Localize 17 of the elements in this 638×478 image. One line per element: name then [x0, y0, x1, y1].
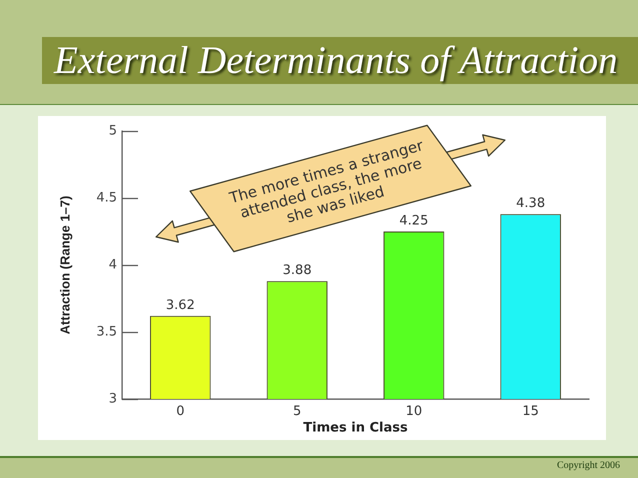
x-tick-label: 10 — [406, 404, 422, 420]
data-label: 4.25 — [399, 213, 428, 228]
chart-title: External Determinants of Attraction — [54, 38, 618, 84]
y-tick-label: 4.5 — [96, 190, 117, 206]
x-tick-label: 0 — [176, 404, 185, 420]
x-axis-title: Times in Class — [303, 420, 408, 436]
text: Copyright 2006 — [556, 460, 620, 471]
y-axis-title: Attraction (Range 1–7) — [57, 196, 72, 334]
data-label: 4.38 — [516, 196, 546, 211]
data-label: 3.88 — [282, 262, 312, 278]
y-tick-label: 4 — [108, 257, 117, 272]
y-tick-label: 3 — [108, 391, 117, 406]
x-tick-label: 5 — [292, 404, 302, 420]
x-tick-label: 15 — [522, 404, 539, 420]
data-label: 3.62 — [166, 298, 195, 313]
y-tick-label: 3.5 — [96, 324, 117, 340]
y-tick-label: 5 — [108, 123, 117, 138]
